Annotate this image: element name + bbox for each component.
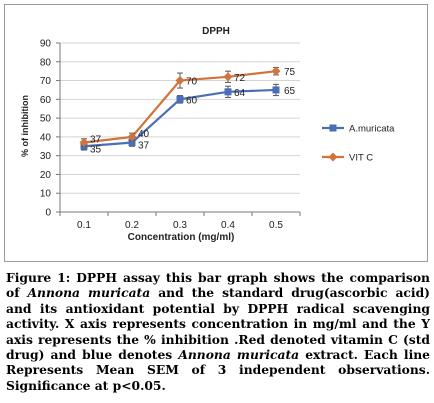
legend: A.muricata VIT C <box>322 124 395 164</box>
y-tick-label-20: 20 <box>40 170 52 181</box>
legend-label-0: A.muricata <box>349 124 395 135</box>
data-point-1-4 <box>271 66 281 76</box>
data-point-1-1 <box>127 132 137 142</box>
chart-frame <box>4 4 428 262</box>
caption-species-1: Annona muricata <box>27 285 151 301</box>
chart: DPPH % of inhibition Concentration (mg/m… <box>20 26 395 243</box>
series-vit-c: 37 40 70 72 75 <box>79 66 296 148</box>
chart-title: DPPH <box>202 26 230 37</box>
x-tick-label-0.2: 0.2 <box>125 220 139 231</box>
data-point-1-0 <box>79 138 89 148</box>
legend-item-0: A.muricata <box>322 124 395 135</box>
x-axis-label: Concentration (mg/ml) <box>128 232 235 243</box>
caption-part-2: and the standard drug(ascorbic acid) and… <box>6 285 430 363</box>
caption-part-3: extract. Each line Represents Mean SEM o… <box>6 347 431 393</box>
data-label-0-2: 60 <box>186 95 198 106</box>
data-label-1-1: 40 <box>138 129 150 140</box>
data-point-0-2 <box>176 95 184 103</box>
data-label-1-4: 75 <box>284 67 296 78</box>
grid-lines <box>60 42 300 194</box>
data-label-0-3: 64 <box>234 88 246 99</box>
caption-lead: Figure 1: DPPH assay this bar graph show… <box>6 270 430 301</box>
legend-marker-1 <box>328 152 338 162</box>
y-tick-label-60: 60 <box>40 95 52 106</box>
y-tick-label-90: 90 <box>40 39 52 50</box>
data-label-1-0: 37 <box>90 135 102 146</box>
axes <box>56 42 301 216</box>
y-tick-label-40: 40 <box>40 132 52 143</box>
caption-species-2: Annona muricata <box>178 347 300 363</box>
y-axis-label: % of inhibition <box>20 95 30 157</box>
data-label-0-4: 65 <box>284 86 296 97</box>
x-tick-label-0.1: 0.1 <box>77 220 91 231</box>
data-point-0-3 <box>224 88 232 96</box>
legend-item-1: VIT C <box>322 152 373 164</box>
tick-labels: 0 10 20 30 40 50 60 70 80 90 0.1 0.2 0.3 0.4 0.5 <box>40 39 284 232</box>
figure-caption: Figure 1: DPPH assay this bar graph show… <box>6 270 430 393</box>
y-tick-label-10: 10 <box>40 189 52 200</box>
y-tick-label-50: 50 <box>40 114 52 125</box>
data-label-1-2: 70 <box>186 77 198 88</box>
data-label-0-1: 37 <box>138 141 150 152</box>
x-tick-label-0.5: 0.5 <box>269 220 283 231</box>
legend-label-1: VIT C <box>349 153 373 164</box>
data-label-1-3: 72 <box>234 73 246 84</box>
data-point-0-1 <box>128 139 136 147</box>
y-tick-label-70: 70 <box>40 76 52 87</box>
x-tick-label-0.4: 0.4 <box>221 220 235 231</box>
y-tick-label-30: 30 <box>40 151 52 162</box>
data-point-1-2 <box>175 76 185 86</box>
data-label-0-0: 35 <box>90 144 102 155</box>
data-point-0-4 <box>272 86 280 94</box>
data-point-1-3 <box>223 72 233 82</box>
y-tick-label-0: 0 <box>45 208 51 219</box>
y-tick-label-80: 80 <box>40 57 52 68</box>
x-tick-label-0.3: 0.3 <box>173 220 187 231</box>
legend-marker-0 <box>329 124 337 132</box>
